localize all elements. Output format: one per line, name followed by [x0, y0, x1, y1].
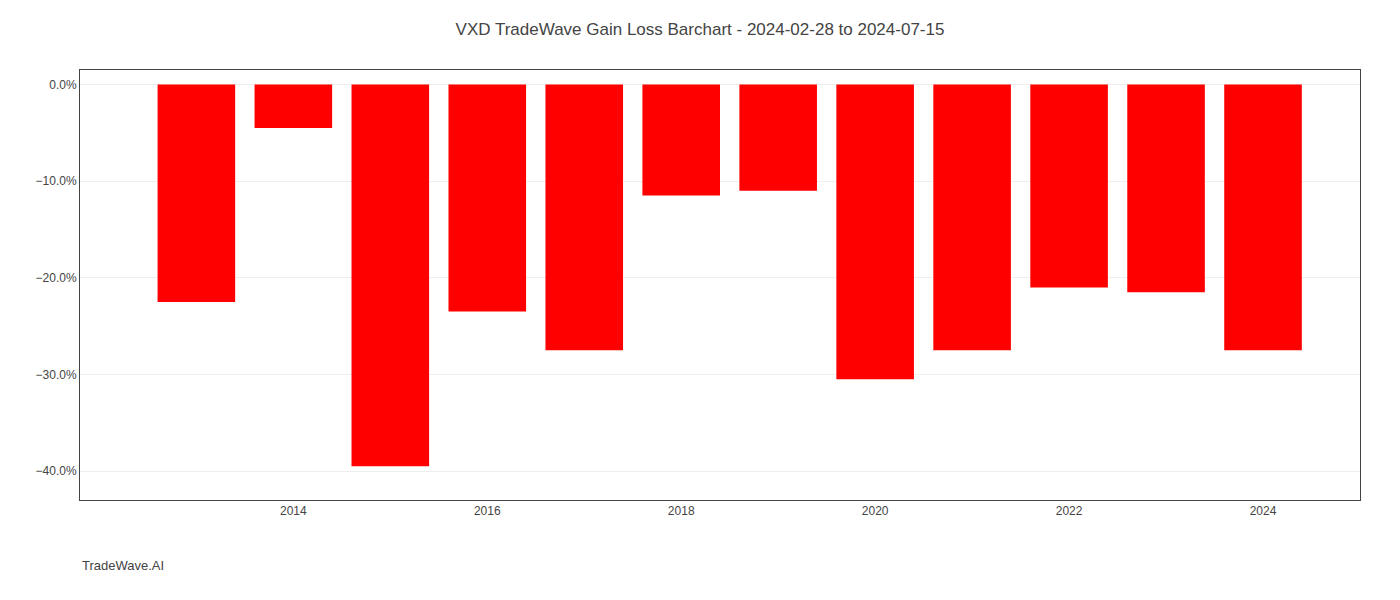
- svg-text:2016: 2016: [474, 504, 501, 518]
- svg-text:2024: 2024: [1250, 504, 1277, 518]
- svg-text:2014: 2014: [280, 504, 307, 518]
- svg-text:2020: 2020: [862, 504, 889, 518]
- svg-text:−40.0%: −40.0%: [36, 464, 77, 478]
- svg-text:−20.0%: −20.0%: [36, 271, 77, 285]
- svg-text:2022: 2022: [1056, 504, 1083, 518]
- svg-text:VXD TradeWave Gain Loss Barcha: VXD TradeWave Gain Loss Barchart - 2024-…: [456, 20, 945, 39]
- svg-text:−10.0%: −10.0%: [36, 174, 77, 188]
- svg-text:2018: 2018: [668, 504, 695, 518]
- svg-text:−30.0%: −30.0%: [36, 368, 77, 382]
- svg-text:TradeWave.AI: TradeWave.AI: [82, 558, 164, 573]
- svg-text:0.0%: 0.0%: [49, 78, 77, 92]
